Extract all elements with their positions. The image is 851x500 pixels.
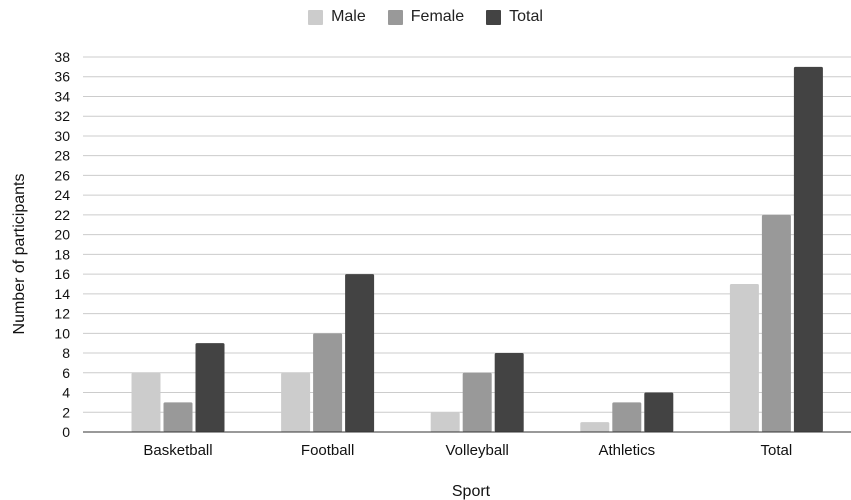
legend-label-male: Male: [331, 8, 366, 25]
x-tick-label: Athletics: [598, 442, 655, 459]
y-tick-label: 6: [62, 365, 70, 381]
y-tick-label: 14: [54, 286, 70, 302]
y-tick-label: 32: [54, 108, 70, 124]
y-tick-label: 20: [54, 227, 70, 243]
bar-female-football: [313, 333, 343, 432]
bar-male-basketball: [131, 372, 161, 432]
x-axis-title: Sport: [452, 483, 491, 500]
y-tick-label: 30: [54, 128, 70, 144]
y-tick-label: 18: [54, 246, 70, 262]
y-axis-title: Number of participants: [11, 174, 28, 335]
y-tick-label: 26: [54, 167, 70, 183]
legend-swatch-male: [308, 9, 324, 25]
x-axis-ticks: Basketball Football Volleyball Athletics Tot…: [143, 442, 792, 459]
bar-male-football: [281, 372, 311, 432]
bars: [131, 66, 823, 433]
y-tick-label: 38: [54, 49, 70, 65]
legend-swatch-total: [486, 9, 502, 25]
bar-female-total: [761, 214, 791, 432]
y-tick-label: 8: [62, 345, 70, 361]
legend-label-total: Total: [509, 8, 543, 25]
bar-total-football: [345, 274, 375, 432]
y-tick-label: 22: [54, 207, 70, 223]
legend-item-total: Total: [486, 8, 543, 26]
y-tick-label: 16: [54, 266, 70, 282]
y-tick-label: 24: [54, 187, 70, 203]
bar-total-volleyball: [494, 353, 524, 432]
y-tick-label: 34: [54, 88, 70, 104]
bar-total-total: [793, 66, 823, 433]
legend-item-male: Male: [308, 8, 366, 26]
x-tick-label: Football: [301, 442, 354, 459]
y-tick-label: 36: [54, 69, 70, 85]
bar-female-athletics: [612, 402, 642, 432]
y-tick-label: 2: [62, 404, 70, 420]
x-tick-label: Basketball: [143, 442, 212, 459]
y-tick-label: 12: [54, 306, 70, 322]
legend-swatch-female: [387, 9, 403, 25]
bar-male-volleyball: [430, 412, 460, 432]
bar-female-volleyball: [462, 372, 492, 432]
legend-label-female: Female: [410, 8, 465, 25]
bar-male-total: [729, 283, 759, 432]
y-tick-label: 0: [62, 424, 70, 440]
bar-male-athletics: [580, 422, 610, 432]
x-tick-label: Volleyball: [446, 442, 509, 459]
legend-item-female: Female: [387, 8, 465, 26]
x-tick-label: Total: [761, 442, 793, 459]
chart-legend: Male Female Total: [0, 8, 851, 26]
y-tick-label: 10: [54, 325, 70, 341]
y-tick-label: 28: [54, 148, 70, 164]
bar-total-athletics: [644, 392, 674, 432]
bar-female-basketball: [163, 402, 193, 432]
bar-total-basketball: [195, 343, 225, 432]
y-tick-label: 4: [62, 385, 70, 401]
